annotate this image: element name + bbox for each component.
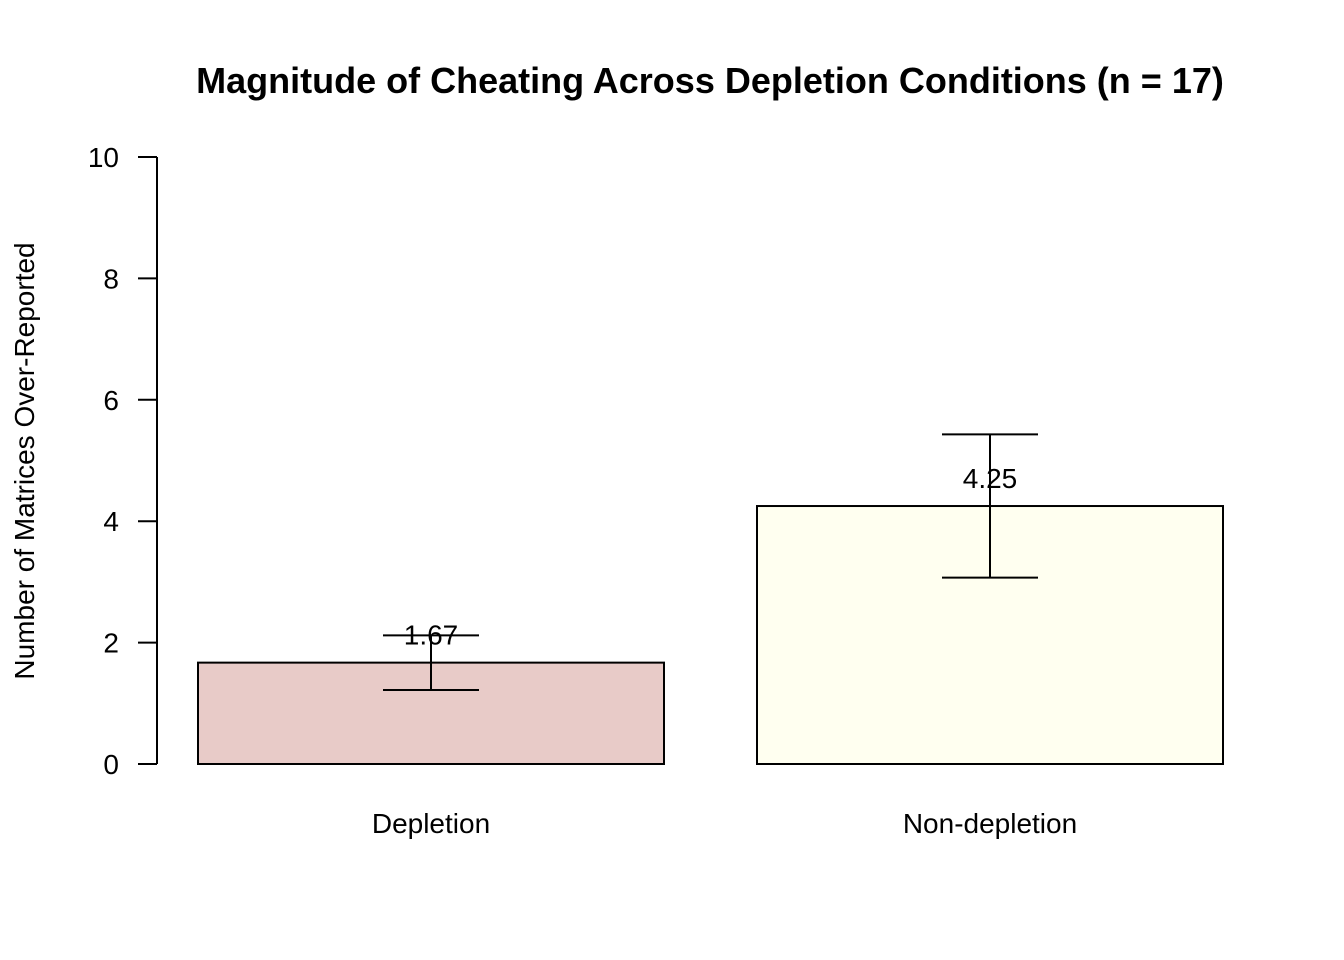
y-tick-label: 8 (103, 263, 119, 294)
y-tick-label: 6 (103, 385, 119, 416)
category-label: Depletion (372, 808, 490, 839)
y-axis: 0 2 4 6 8 10 (88, 142, 158, 780)
value-labels-group: 1.67 4.25 (404, 463, 1018, 651)
category-label: Non-depletion (903, 808, 1077, 839)
bars-group (197, 505, 1224, 765)
y-axis-label: Number of Matrices Over-Reported (9, 242, 40, 679)
y-tick-label: 10 (88, 142, 119, 173)
chart-title: Magnitude of Cheating Across Depletion C… (196, 60, 1224, 101)
category-labels-group: Depletion Non-depletion (372, 808, 1077, 839)
bar-value-label: 1.67 (404, 620, 459, 651)
y-tick-label: 2 (103, 628, 119, 659)
error-bars-group (383, 433, 1038, 691)
bar-value-label: 4.25 (963, 463, 1018, 494)
y-tick-label: 0 (103, 749, 119, 780)
y-tick-label: 4 (103, 506, 119, 537)
